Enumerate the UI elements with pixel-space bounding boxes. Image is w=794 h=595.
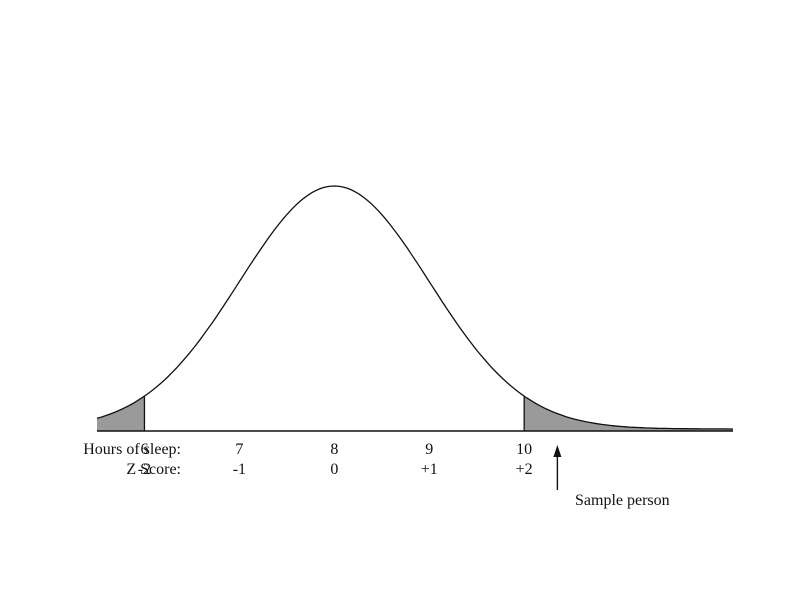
hours-tick-label: 7 bbox=[235, 441, 244, 458]
hours-row-label: Hours of sleep: bbox=[83, 441, 181, 458]
arrow-head-icon bbox=[553, 445, 562, 457]
sample-person-label: Sample person bbox=[575, 492, 670, 509]
hours-tick-label: 9 bbox=[425, 441, 434, 458]
zscore-row-label: Z Score: bbox=[126, 461, 181, 478]
zscore-tick-label: -1 bbox=[232, 461, 247, 478]
zscore-tick-label: +1 bbox=[420, 461, 438, 478]
hours-tick-label: 8 bbox=[330, 441, 339, 458]
zscore-tick-label: 0 bbox=[330, 461, 339, 478]
right-tail-shaded-region bbox=[524, 396, 733, 431]
hours-tick-label: 10 bbox=[516, 441, 533, 458]
bell-curve bbox=[96, 185, 733, 430]
hours-tick-label: 6 bbox=[140, 441, 149, 458]
zscore-tick-label: +2 bbox=[515, 461, 533, 478]
zscore-tick-label: -2 bbox=[137, 461, 152, 478]
left-tail-shaded-region bbox=[97, 396, 145, 431]
